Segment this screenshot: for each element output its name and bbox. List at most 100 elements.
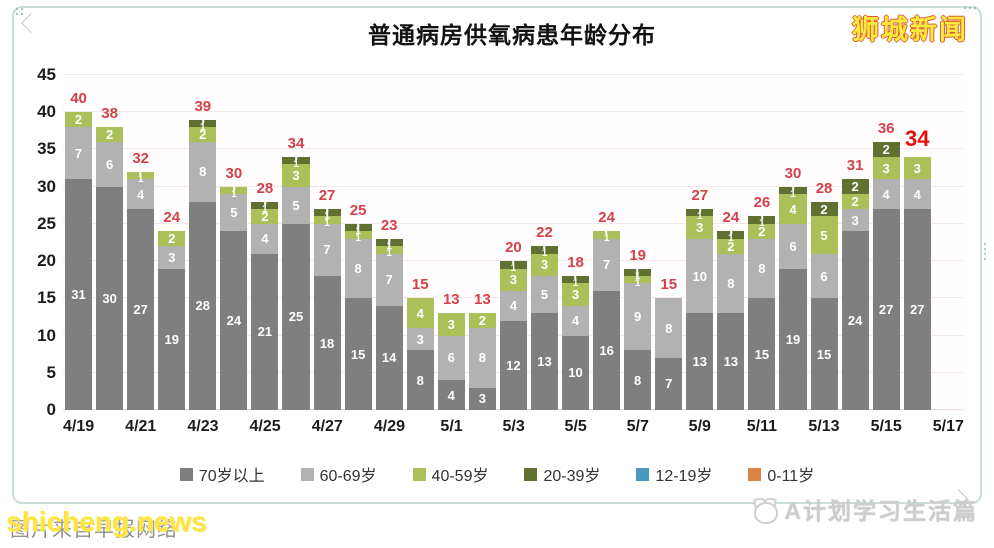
bar-segment-60to69: 6	[779, 223, 807, 269]
segment-value-label: 13	[537, 354, 552, 370]
segment-value-label: 2	[851, 179, 859, 195]
segment-value-callout: 1	[355, 225, 361, 244]
bar-segment-60to69: 10	[686, 238, 714, 314]
segment-value-label: 2	[727, 238, 735, 254]
bar-segment-20to39: 1	[624, 262, 652, 281]
segment-value-label: 2	[820, 201, 828, 217]
bar-segment-60to69: 4	[903, 179, 931, 209]
bar-segment-40to59: 1	[344, 225, 372, 244]
bar-segment-40to59: 3	[437, 313, 465, 336]
bar-segment-20to39: 1	[686, 203, 714, 222]
segment-value-callout: 1	[604, 225, 609, 244]
x-tick-label: 5/13	[808, 418, 840, 435]
bar-segment-60to69: 3	[841, 209, 869, 232]
segment-value-label: 2	[199, 127, 207, 143]
segment-value-label: 7	[323, 242, 331, 258]
bar-segment-20to39: 1	[189, 113, 217, 132]
x-tick-label: 4/27	[311, 418, 343, 435]
image-source-caption: 图片来自早报网络	[10, 519, 178, 541]
bar-column: 31 7 2 40	[63, 75, 94, 410]
bar-segment-70plus: 4	[437, 380, 465, 410]
bar-segment-40to59: 1	[593, 225, 621, 244]
bar-segment-70plus: 8	[624, 350, 652, 410]
bar-total-label: 34	[287, 134, 305, 152]
bar-segment-40to59: 2	[468, 313, 496, 329]
bar-stack-4/23: 28 8 2 1	[189, 113, 217, 410]
segment-value-label: 19	[164, 331, 179, 347]
bar-segment-40to59: 4	[406, 298, 434, 329]
bar-column: 27 4 3 2 36	[871, 75, 902, 410]
bar-total-label: 31	[846, 157, 864, 175]
bar-segment-70plus: 19	[158, 268, 186, 410]
segment-value-label: 12	[506, 357, 521, 373]
bar-stack-5/16: 27 4 3	[903, 156, 931, 410]
segment-value-label: 8	[478, 350, 486, 366]
x-tick-label: 5/9	[688, 418, 711, 435]
segment-value-label: 14	[381, 350, 397, 366]
segment-value-label: 6	[820, 268, 828, 284]
bar-stack-5/10: 13 8 2 1	[717, 225, 745, 410]
bar-column: 8 3 4 15	[405, 75, 436, 410]
bar-total-label: 22	[536, 224, 553, 242]
bar-segment-60to69: 3	[406, 328, 434, 351]
bar-segment-20to39: 1	[748, 210, 776, 229]
bar-segment-60to69: 4	[872, 179, 900, 209]
bar-segment-40to59: 3	[686, 216, 714, 239]
bar-column: 19 3 2 24	[156, 75, 187, 410]
bar-stack-4/30: 8 3 4	[406, 298, 434, 410]
bar-segment-20to39: 2	[841, 179, 869, 195]
bar-column: 27 4 1 32	[125, 75, 156, 410]
x-tick-label: 5/11	[746, 418, 777, 435]
segment-value-label: 8	[665, 320, 673, 336]
x-tick-label	[94, 418, 125, 436]
bar-segment-70plus: 16	[593, 290, 621, 410]
gridline	[63, 111, 964, 113]
segment-value-label: 3	[292, 168, 300, 183]
segment-value-label: 13	[723, 354, 739, 370]
gridline	[63, 185, 964, 187]
bar-stack-5/11: 15 8 2 1	[748, 210, 776, 410]
segment-value-label: 3	[571, 287, 580, 303]
bar-segment-70plus: 24	[841, 231, 869, 410]
x-axis: 4/19 4/21 4/23 4/25 4/27 4/29 5/1 5/3 5/5 5/7 5/9 5…	[63, 418, 964, 436]
bar-total-label: 13	[474, 291, 491, 309]
bar-segment-60to69: 8	[655, 298, 683, 358]
segment-value-label: 4	[789, 201, 797, 217]
bar-total-label: 13	[442, 291, 460, 309]
bar-total-label: 30	[225, 164, 243, 182]
segment-value-label: 27	[909, 302, 925, 317]
bar-segment-60to69: 4	[562, 305, 590, 336]
segment-value-label: 27	[133, 302, 148, 317]
segment-value-callout: 1	[231, 180, 237, 200]
segment-value-label: 8	[634, 372, 642, 388]
bar-column: 19 6 4 1 30	[777, 75, 808, 410]
bar-segment-40to59: 2	[189, 127, 217, 143]
gridline	[63, 74, 964, 75]
bar-segment-20to39: 1	[562, 270, 590, 289]
x-tick-label	[343, 418, 374, 436]
bar-segment-40to59: 1	[375, 240, 403, 259]
segment-value-label: 2	[105, 127, 114, 143]
bar-stack-5/14: 24 3 2 2	[841, 179, 869, 410]
x-tick-label	[405, 418, 436, 436]
bar-column: 24 5 1 30	[218, 75, 249, 410]
segment-value-callout: 1	[324, 210, 330, 229]
bar-segment-70plus: 25	[282, 223, 310, 410]
legend-item-0to11: 0-11岁	[748, 462, 814, 486]
bar-stack-5/4: 13 5 3 1	[530, 240, 558, 410]
bar-stack-4/22: 19 3 2	[158, 231, 186, 410]
x-tick-label: 4/19	[63, 418, 95, 435]
bar-stack-4/21: 27 4 1	[127, 165, 155, 410]
legend-swatch-40to59	[412, 467, 426, 481]
legend-label: 70岁以上	[198, 468, 265, 485]
bar-stack-4/29: 14 7 1 1	[375, 232, 403, 410]
bar-stack-5/5: 10 4 3 1	[562, 270, 590, 410]
bar-total-label: 24	[163, 209, 181, 227]
segment-value-label: 8	[758, 261, 766, 277]
bar-column: 15 6 5 2 28	[809, 75, 840, 410]
segment-value-label: 2	[74, 112, 83, 128]
bar-total-label: 27	[318, 187, 336, 204]
bar-segment-40to59: 2	[841, 194, 869, 210]
x-tick-label	[529, 418, 560, 436]
bar-segment-60to69: 4	[127, 179, 155, 209]
